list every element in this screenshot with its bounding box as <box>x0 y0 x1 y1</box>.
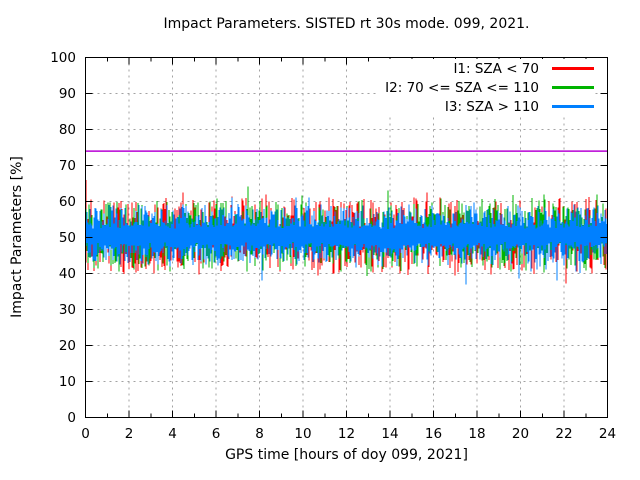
x-tick-label: 4 <box>168 426 177 442</box>
series-2 <box>85 197 608 285</box>
x-tick-label: 16 <box>424 426 443 442</box>
y-axis-label-text: Impact Parameters [%] <box>9 156 25 318</box>
x-tick-label: 10 <box>294 426 312 442</box>
x-axis-label: GPS time [hours of doy 099, 2021] <box>225 447 468 463</box>
y-tick-label: 20 <box>58 337 76 354</box>
x-tick-label: 22 <box>555 426 573 442</box>
chart-title: Impact Parameters. SISTED rt 30s mode. 0… <box>163 16 530 32</box>
y-tick-label: 50 <box>58 229 76 246</box>
legend-label-i1: I1: SZA < 70 <box>453 60 539 77</box>
legend-item-i2: I2: 70 <= SZA <= 110 <box>376 78 594 97</box>
legend-item-i3: I3: SZA > 110 <box>376 97 594 116</box>
legend-item-i1: I1: SZA < 70 <box>376 59 594 78</box>
x-tick-label: 12 <box>337 426 356 442</box>
legend-label-i2: I2: 70 <= SZA <= 110 <box>385 79 539 96</box>
legend-label-i3: I3: SZA > 110 <box>444 98 539 115</box>
x-tick-label: 0 <box>81 426 90 442</box>
y-tick-label: 90 <box>58 85 76 102</box>
y-tick-label: 60 <box>58 193 76 210</box>
x-tick-label: 14 <box>381 426 399 442</box>
x-tick-label: 8 <box>255 426 264 442</box>
y-tick-label: 100 <box>50 49 76 66</box>
legend-swatch-i3 <box>552 105 594 108</box>
x-tick-label: 6 <box>211 426 221 442</box>
y-tick-label: 80 <box>58 121 76 138</box>
legend: I1: SZA < 70 I2: 70 <= SZA <= 110 I3: SZ… <box>376 59 594 116</box>
x-tick-label: 24 <box>598 426 617 442</box>
y-tick-label: 30 <box>58 301 76 318</box>
legend-swatch-i2 <box>552 86 594 89</box>
y-tick-label: 70 <box>58 157 76 174</box>
x-tick-label: 2 <box>124 426 134 442</box>
y-tick-label: 0 <box>67 409 76 426</box>
y-tick-label: 40 <box>58 265 76 282</box>
x-tick-label: 18 <box>468 426 486 442</box>
x-tick-label: 20 <box>511 426 530 442</box>
y-tick-label: 10 <box>58 373 76 390</box>
legend-swatch-i1 <box>552 67 594 70</box>
